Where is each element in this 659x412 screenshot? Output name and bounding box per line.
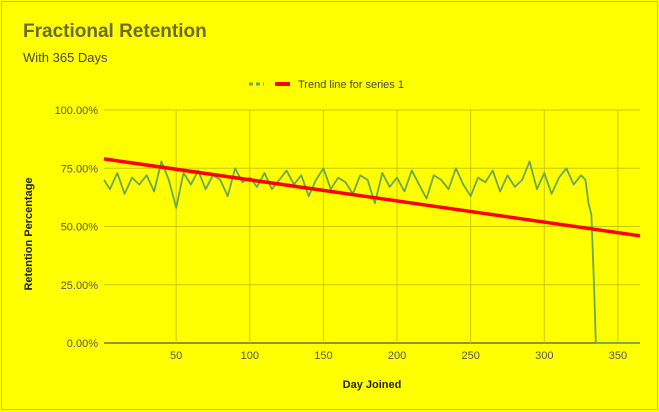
x-tick-label: 50 [170,350,182,362]
y-tick-label: 100.00% [55,105,99,117]
series-1-line [103,160,640,344]
y-tick-label: 25.00% [61,280,99,292]
x-tick-label: 350 [609,350,627,362]
x-tick-label: 150 [314,350,332,362]
x-tick-label: 300 [535,350,553,362]
x-tick-label: 100 [241,350,259,362]
trend-line [103,157,641,238]
x-tick-label: 250 [461,350,479,362]
legend-label-trend: Trend line for series 1 [298,79,404,91]
chart-subtitle: With 365 Days [23,50,108,65]
y-tick-label: 50.00% [61,222,99,234]
legend: Trend line for series 1 [249,79,404,91]
y-tick-label: 0.00% [67,338,98,350]
y-axis-title: Retention Percentage [23,177,35,290]
y-tick-label: 75.00% [61,163,99,175]
chart-title: Fractional Retention [23,21,207,42]
x-tick-label: 200 [388,350,406,362]
x-axis-title: Day Joined [343,379,402,391]
